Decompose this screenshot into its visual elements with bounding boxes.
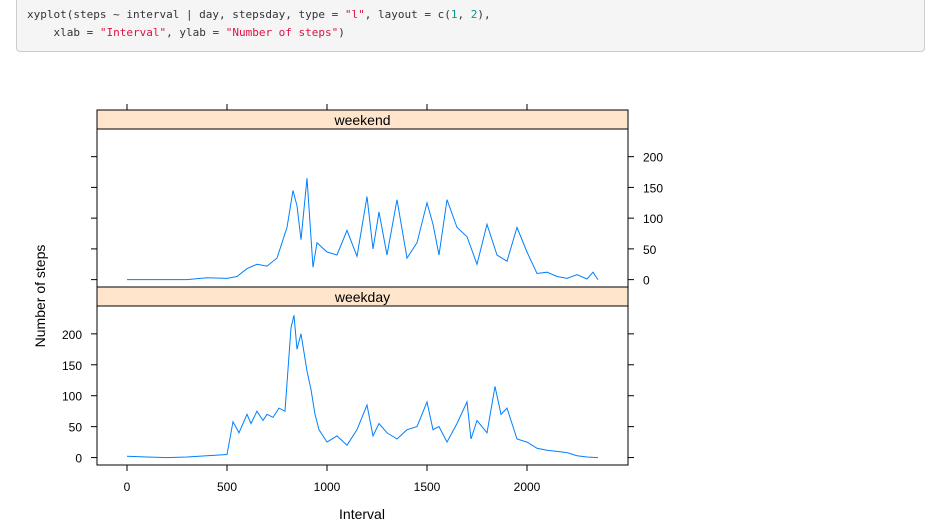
y-tick-label: 50: [69, 421, 83, 435]
strip-weekend: [96, 109, 629, 130]
code-line-1-token: 1: [450, 8, 458, 21]
y-tick-label: 0: [75, 452, 82, 466]
code-block: xyplot(steps ~ interval | day, stepsday,…: [16, 0, 925, 52]
code-line-2-token: ): [338, 26, 345, 39]
panel-frame-weekend: [96, 128, 629, 288]
panel-frame-weekday: [96, 305, 629, 466]
code-line-1-token: xyplot(steps ~ interval | day, stepsday,…: [27, 8, 345, 21]
y-tick-label: 100: [643, 212, 663, 226]
code-line-2-token: xlab =: [27, 26, 100, 39]
series-line-weekday: [126, 315, 599, 459]
code-line-1-token: ,: [457, 8, 471, 21]
y-axis-label: Number of steps: [32, 245, 48, 348]
y-tick-label: 200: [643, 151, 663, 165]
x-tick-label: 1500: [414, 480, 441, 494]
x-tick-label: 0: [124, 480, 131, 494]
strip-label-weekend: weekend: [333, 112, 390, 128]
code-line-2: xlab = "Interval", ylab = "Number of ste…: [27, 26, 345, 40]
code-line-1: xyplot(steps ~ interval | day, stepsday,…: [27, 8, 491, 22]
x-axis-label: Interval: [339, 506, 385, 522]
strip-label-weekday: weekday: [334, 289, 390, 305]
x-tick-label: 1000: [314, 480, 341, 494]
code-line-2-token: "Interval": [99, 26, 167, 39]
series-line-weekend: [127, 178, 599, 281]
y-tick-label: 200: [62, 328, 82, 342]
y-tick-label: 100: [62, 390, 82, 404]
y-tick-label: 150: [62, 359, 82, 373]
code-line-1-token: "l": [344, 8, 365, 21]
code-line-1-token: ),: [477, 8, 491, 21]
code-line-1-token: 2: [470, 8, 478, 21]
code-line-1-token: , layout = c(: [364, 8, 451, 21]
x-tick-label: 2000: [514, 480, 541, 494]
code-line-2-token: "Number of steps": [225, 26, 339, 39]
y-tick-label: 50: [643, 243, 657, 257]
code-line-2-token: , ylab =: [166, 26, 226, 39]
strip-weekday: [96, 286, 629, 307]
x-tick-label: 500: [217, 480, 237, 494]
y-tick-label: 150: [643, 181, 663, 195]
y-tick-label: 0: [643, 274, 650, 288]
